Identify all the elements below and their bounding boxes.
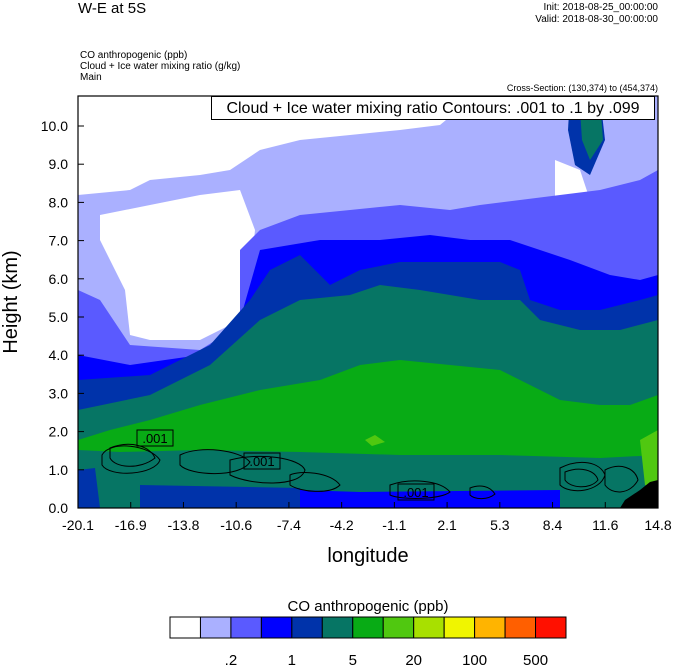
init-time: Init: 2018-08-25_00:00:00	[543, 2, 658, 13]
terrain	[620, 480, 658, 508]
colorbar-swatch	[321, 616, 354, 639]
cloud-contour-line	[564, 468, 599, 488]
field-label-domain: Main	[80, 72, 102, 83]
cloud-contour-line	[469, 485, 496, 500]
contour-label: .001	[142, 431, 167, 446]
colorbar-swatch	[169, 616, 201, 639]
colorbar-label: 500	[523, 652, 548, 667]
contour-label: .001	[249, 454, 274, 469]
colorbar-swatch	[230, 616, 262, 639]
colorbar-label: 5	[349, 652, 357, 667]
x-tick-label: 8.4	[543, 517, 563, 533]
co-field-region	[300, 490, 560, 508]
co-field-region	[78, 360, 658, 458]
colorbar-swatch	[199, 616, 232, 639]
x-tick-label: -16.9	[115, 517, 147, 533]
y-tick-label: 2.0	[49, 424, 69, 440]
contour-legend: Cloud + Ice water mixing ratio Contours:…	[211, 96, 655, 120]
co-field-region	[365, 435, 385, 446]
co-field-region	[100, 190, 255, 340]
x-tick-label: -10.6	[220, 517, 252, 533]
y-tick-label: 10.0	[41, 118, 68, 134]
contour-label-box	[397, 483, 435, 501]
y-tick-label: 0.0	[49, 500, 69, 516]
x-tick-label: -20.1	[62, 517, 94, 533]
cloud-contour-line	[101, 445, 161, 474]
cloud-contour-line	[109, 443, 156, 467]
colorbar-swatch	[413, 616, 445, 639]
cross-section-label: Cross-Section: (130,374) to (454,374)	[506, 83, 658, 93]
colorbar-title: CO anthropogenic (ppb)	[288, 598, 449, 615]
contour-label-box	[136, 429, 174, 447]
colorbar-swatch	[260, 616, 293, 639]
y-tick-label: 9.0	[49, 156, 69, 172]
y-tick-label: 6.0	[49, 271, 69, 287]
colorbar-label: 100	[462, 652, 487, 667]
colorbar-label: .2	[225, 652, 238, 667]
x-tick-label: 2.1	[437, 517, 457, 533]
cloud-contour-line	[289, 472, 341, 492]
colorbar-swatch	[352, 616, 384, 639]
contour-label: .001	[403, 485, 428, 500]
y-tick-label: 3.0	[49, 385, 69, 401]
colorbar-swatch	[535, 616, 567, 639]
colorbar-swatch	[474, 616, 506, 639]
valid-time: Valid: 2018-08-30_00:00:00	[535, 14, 658, 25]
x-axis-label: longitude	[327, 545, 408, 567]
y-axis-label: Height (km)	[0, 250, 22, 353]
x-tick-label: -1.1	[382, 517, 406, 533]
y-tick-label: 4.0	[49, 347, 69, 363]
x-tick-label: 14.8	[644, 517, 671, 533]
plot-title: W-E at 5S	[78, 0, 147, 17]
cloud-contour-line	[604, 465, 639, 493]
colorbar-label: 20	[405, 652, 422, 667]
cloud-contour-line	[179, 449, 251, 475]
colorbar-swatch	[291, 616, 323, 639]
x-tick-label: 5.3	[490, 517, 510, 533]
cloud-contour-line	[389, 480, 451, 499]
co-field-region	[640, 430, 658, 490]
co-field-region	[140, 485, 310, 508]
x-tick-label: -13.8	[167, 517, 199, 533]
colorbar-swatch	[504, 616, 537, 639]
colorbar-swatch	[382, 616, 415, 639]
co-field-region	[78, 468, 100, 508]
field-label-co: CO anthropogenic (ppb)	[80, 50, 188, 61]
y-tick-label: 1.0	[49, 462, 69, 478]
y-tick-label: 8.0	[49, 194, 69, 210]
contour-label-box	[243, 452, 281, 470]
x-tick-label: 11.6	[592, 517, 618, 533]
x-tick-label: -7.4	[277, 517, 301, 533]
y-tick-label: 5.0	[49, 309, 69, 325]
field-label-cloud: Cloud + Ice water mixing ratio (g/kg)	[80, 61, 241, 72]
colorbar-swatch	[443, 616, 476, 639]
cloud-contour-line	[229, 455, 306, 484]
x-tick-label: -4.2	[330, 517, 354, 533]
colorbar-label: 1	[288, 652, 296, 667]
y-tick-label: 7.0	[49, 233, 69, 249]
